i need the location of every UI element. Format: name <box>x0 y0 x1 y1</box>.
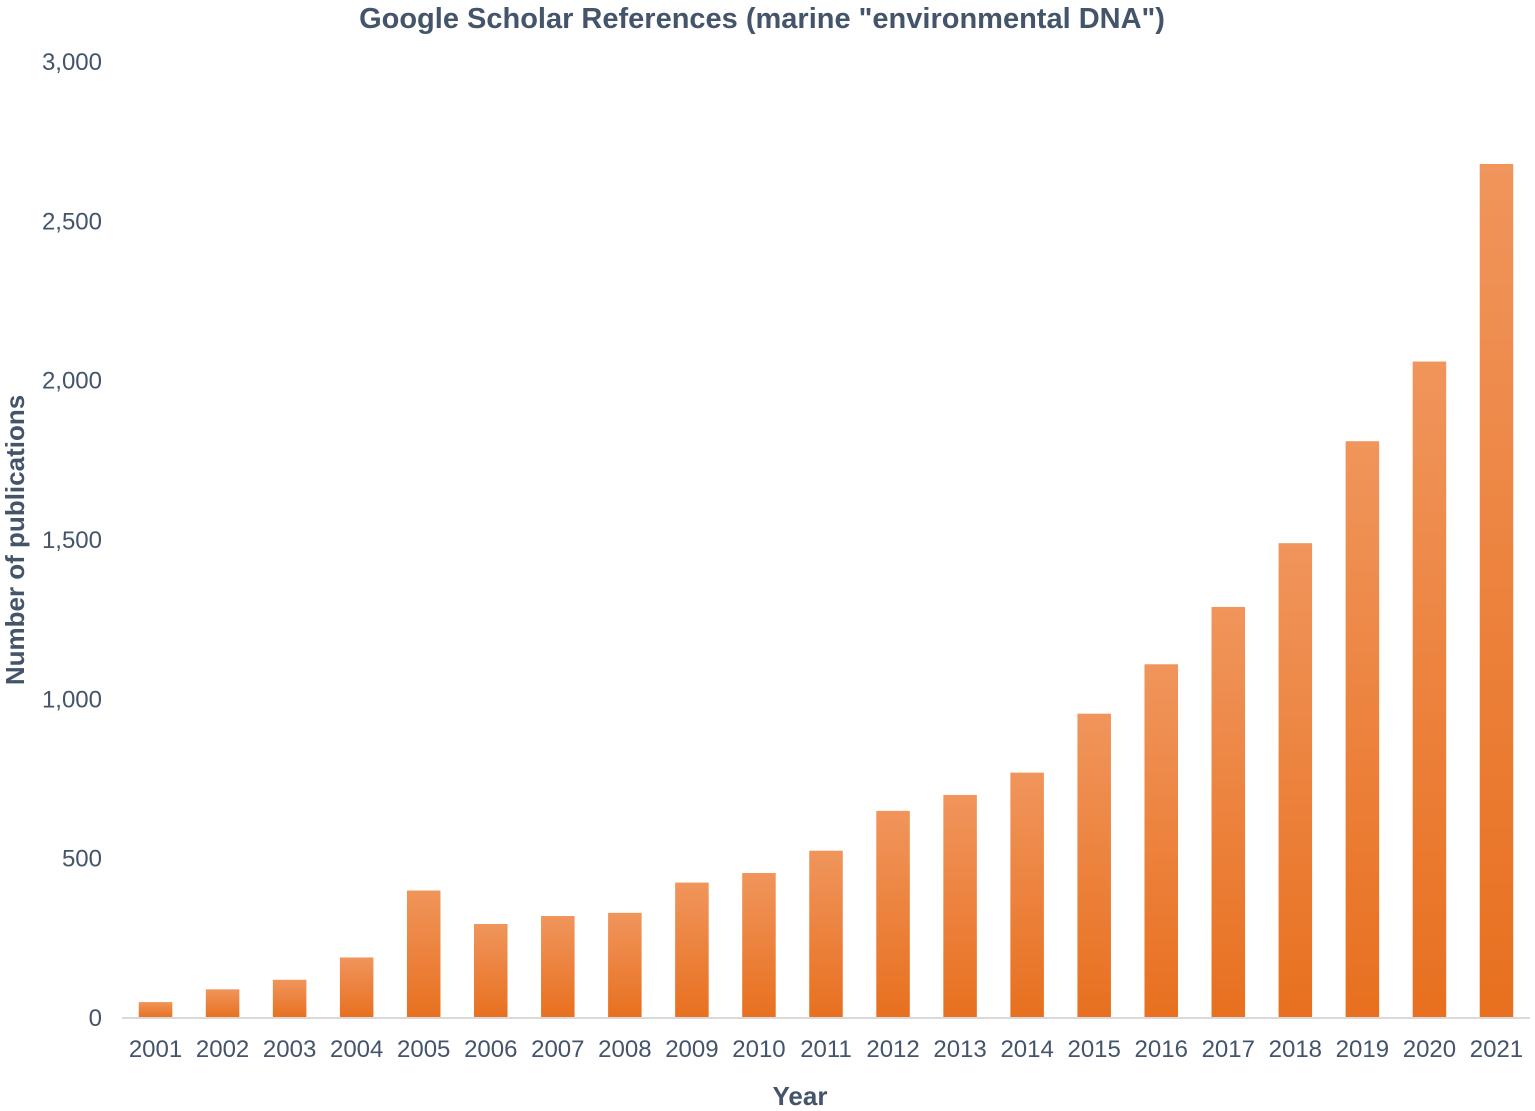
x-tick-label: 2011 <box>800 1036 852 1063</box>
x-tick-label: 2017 <box>1202 1036 1255 1063</box>
y-tick-label: 1,500 <box>42 527 102 554</box>
bars <box>138 163 1514 1019</box>
y-tick-label: 2,000 <box>42 368 102 395</box>
x-tick-label: 2016 <box>1135 1036 1188 1063</box>
x-tick-label: 2004 <box>330 1036 383 1063</box>
bar-2020 <box>1412 361 1447 1019</box>
bar-2005 <box>406 890 441 1018</box>
bar-2010 <box>742 873 776 1018</box>
x-tick-label: 2018 <box>1269 1036 1322 1063</box>
x-tick-label: 2007 <box>531 1036 584 1063</box>
x-tick-label: 2003 <box>263 1036 316 1063</box>
y-axis-ticks: 0 500 1,000 1,500 2,000 2,500 3,000 <box>42 49 102 1032</box>
x-tick-label: 2005 <box>397 1036 450 1063</box>
x-tick-label: 2013 <box>933 1036 986 1063</box>
bar-2007 <box>541 916 575 1018</box>
bar-2002 <box>205 989 240 1018</box>
bar-2021 <box>1479 163 1514 1018</box>
bar-2018 <box>1278 543 1313 1018</box>
bar-2003 <box>272 979 307 1018</box>
y-tick-label: 2,500 <box>42 208 102 235</box>
x-tick-label: 2008 <box>598 1036 651 1063</box>
y-tick-label: 1,000 <box>42 686 102 713</box>
x-axis-title: Year <box>773 1081 828 1111</box>
x-tick-label: 2001 <box>129 1036 182 1063</box>
x-tick-label: 2014 <box>1000 1036 1053 1063</box>
x-tick-label: 2021 <box>1470 1036 1523 1063</box>
bar-2001 <box>138 1002 173 1018</box>
bar-2008 <box>608 912 642 1018</box>
bar-2011 <box>809 850 843 1018</box>
bar-2012 <box>876 810 910 1018</box>
x-tick-label: 2019 <box>1336 1036 1389 1063</box>
x-tick-label: 2012 <box>866 1036 919 1063</box>
bar-2015 <box>1077 713 1111 1018</box>
x-axis-ticks: 2001 2002 2003 2004 2005 2006 2007 2008 2009 2010… <box>129 1036 1523 1063</box>
y-tick-label: 0 <box>89 1005 102 1032</box>
bar-2014 <box>1010 772 1044 1018</box>
x-tick-label: 2015 <box>1067 1036 1120 1063</box>
bar-2006 <box>474 923 508 1018</box>
x-tick-label: 2010 <box>732 1036 785 1063</box>
y-axis-title: Number of publications <box>0 395 30 685</box>
bar-2004 <box>339 957 374 1018</box>
x-tick-label: 2006 <box>464 1036 517 1063</box>
bar-2016 <box>1144 664 1178 1018</box>
bar-2019 <box>1345 441 1380 1018</box>
bar-2013 <box>943 794 977 1018</box>
chart-title: Google Scholar References (marine "envir… <box>359 3 1165 35</box>
y-tick-label: 500 <box>62 846 102 873</box>
x-tick-label: 2009 <box>665 1036 718 1063</box>
bar-2017 <box>1211 606 1246 1018</box>
x-tick-label: 2020 <box>1403 1036 1456 1063</box>
y-tick-label: 3,000 <box>42 49 102 76</box>
bar-2009 <box>675 882 709 1018</box>
x-tick-label: 2002 <box>196 1036 249 1063</box>
